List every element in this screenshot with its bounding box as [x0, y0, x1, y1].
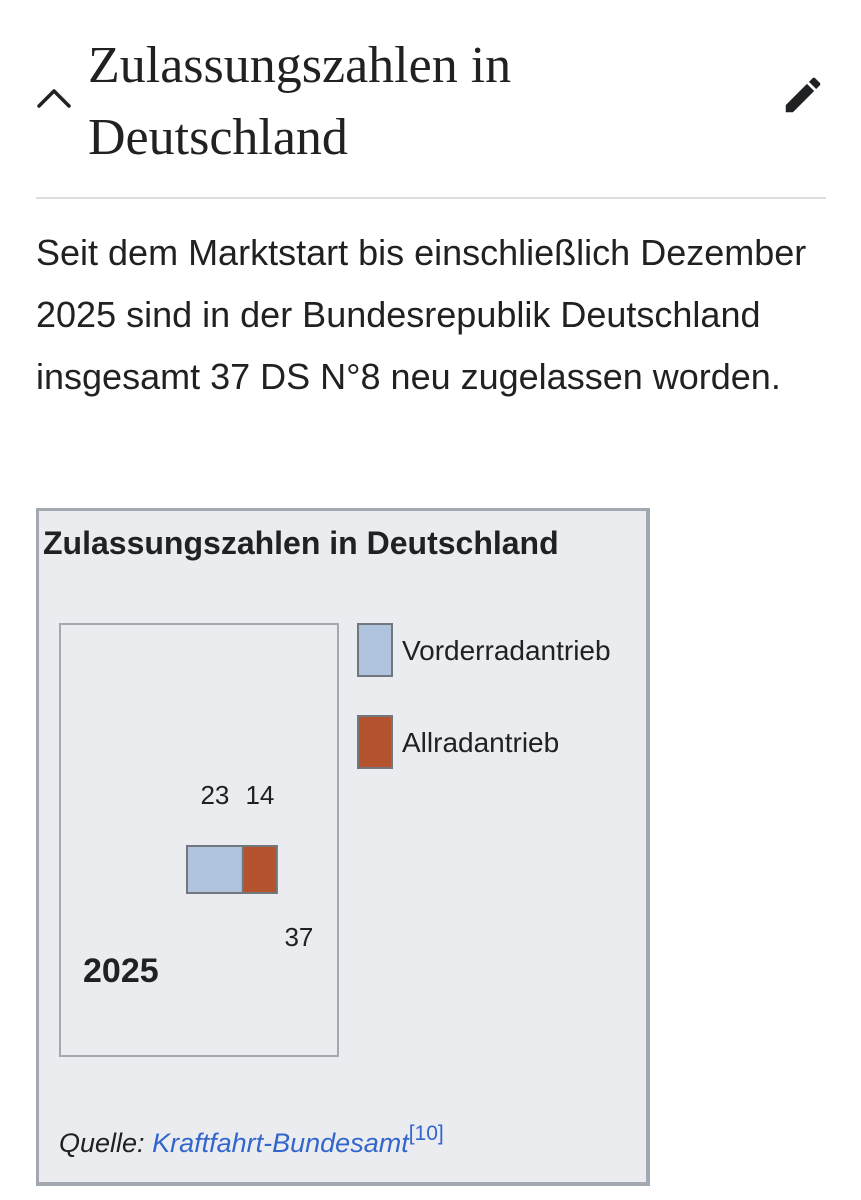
legend-label: Vorderradantrieb	[402, 635, 611, 666]
source-link[interactable]: Kraftfahrt-Bundesamt	[152, 1128, 409, 1158]
plot-area: 23 14 37 2025	[59, 623, 339, 1057]
section-header: Zulassungszahlen in Deutschland	[36, 22, 826, 199]
total-label: 37	[284, 922, 313, 952]
bar-segment	[186, 845, 244, 894]
legend-label: Allradantrieb	[402, 727, 560, 758]
chart-title: Zulassungszahlen in Deutschland	[43, 525, 559, 561]
chart-source: Quelle: Kraftfahrt-Bundesamt[10]	[59, 1122, 444, 1161]
data-label: 23	[200, 780, 229, 810]
source-prefix: Quelle:	[59, 1128, 145, 1158]
intro-paragraph: Seit dem Marktstart bis einschließlich D…	[36, 232, 807, 397]
data-label: 14	[245, 780, 274, 810]
section-title: Zulassungszahlen in Deutschland	[88, 37, 512, 166]
reference-link[interactable]: [10]	[408, 1122, 444, 1145]
chart-svg: 23 14 37 2025	[83, 780, 313, 990]
pencil-icon[interactable]	[780, 72, 826, 118]
category-label: 2025	[83, 952, 159, 990]
chevron-up-icon[interactable]	[36, 82, 72, 118]
chart-box: Zulassungszahlen in Deutschland 23 14 37 20…	[36, 508, 650, 1186]
bar-segment	[241, 845, 278, 894]
legend-swatch	[357, 623, 393, 677]
legend-swatch	[357, 715, 393, 769]
